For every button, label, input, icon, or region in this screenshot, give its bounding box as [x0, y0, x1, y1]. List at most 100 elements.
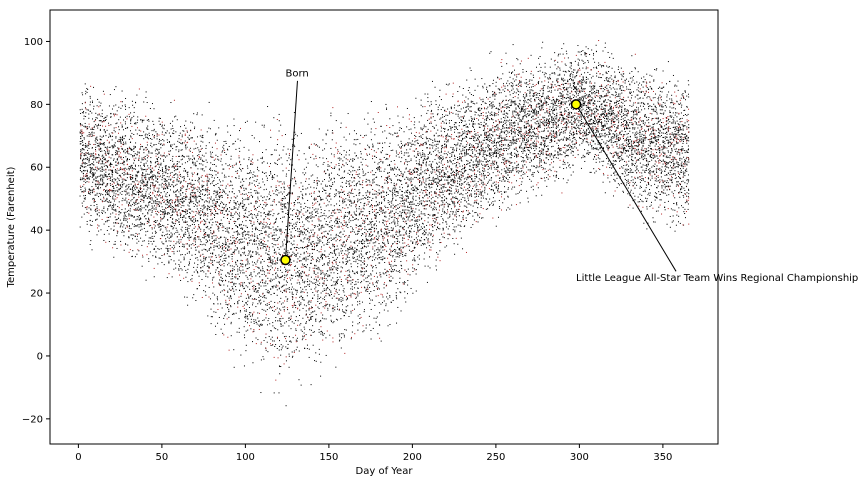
data-point — [268, 193, 270, 195]
data-point — [273, 222, 275, 224]
data-point — [82, 94, 84, 96]
data-point — [271, 177, 273, 179]
data-point — [90, 209, 92, 211]
data-point — [141, 223, 143, 225]
data-point — [285, 243, 287, 245]
data-point — [285, 291, 287, 293]
data-point — [289, 340, 291, 342]
data-point — [110, 162, 112, 164]
data-point — [124, 106, 126, 108]
data-point — [230, 200, 232, 202]
data-point — [238, 203, 240, 205]
data-point — [177, 231, 179, 233]
data-point — [147, 125, 149, 127]
data-point — [188, 155, 190, 157]
data-point — [217, 303, 219, 305]
data-point — [138, 218, 140, 220]
data-point — [140, 143, 142, 145]
data-point — [111, 108, 113, 110]
data-point — [89, 133, 91, 135]
data-point — [262, 356, 264, 358]
data-point — [245, 225, 247, 227]
data-point — [245, 309, 247, 311]
data-point — [272, 274, 274, 276]
data-point — [168, 195, 170, 197]
data-point — [194, 194, 196, 196]
data-point — [278, 365, 280, 367]
data-point — [178, 241, 180, 243]
data-point — [201, 296, 203, 298]
data-point — [188, 234, 190, 236]
data-point — [257, 317, 259, 319]
data-point — [269, 323, 271, 325]
data-point — [268, 214, 270, 216]
data-point — [172, 222, 174, 224]
data-point — [203, 243, 205, 245]
data-point — [105, 190, 107, 191]
data-point — [220, 328, 222, 330]
data-point — [281, 198, 283, 200]
data-point — [197, 186, 199, 188]
data-point — [90, 215, 92, 217]
data-point — [249, 170, 251, 172]
data-point — [145, 195, 147, 197]
data-point — [151, 211, 153, 213]
data-point — [109, 204, 111, 206]
data-point — [235, 231, 237, 233]
data-point — [93, 169, 95, 171]
data-point — [165, 181, 167, 183]
data-point — [241, 263, 243, 265]
data-point — [109, 146, 111, 148]
data-point — [299, 324, 301, 326]
data-point — [194, 195, 196, 197]
data-point — [144, 134, 146, 136]
data-point — [200, 221, 202, 223]
data-point — [250, 163, 252, 165]
data-point — [201, 180, 203, 182]
data-point — [289, 216, 290, 218]
data-point — [223, 284, 225, 286]
data-point — [185, 170, 187, 172]
data-point — [167, 173, 169, 175]
data-point — [163, 134, 165, 136]
data-point — [200, 241, 202, 243]
data-point — [263, 237, 265, 239]
data-point — [192, 192, 194, 194]
data-point — [228, 191, 230, 193]
data-point — [291, 254, 293, 256]
data-point — [244, 234, 246, 236]
data-point — [125, 143, 127, 145]
data-point — [250, 272, 252, 274]
data-point — [95, 211, 97, 213]
data-point — [284, 188, 286, 190]
data-point — [295, 293, 297, 295]
data-point — [96, 183, 98, 185]
data-point — [88, 153, 90, 155]
data-point — [145, 168, 147, 170]
data-point — [136, 242, 138, 244]
data-point — [204, 212, 206, 214]
data-point — [281, 292, 283, 294]
data-point — [122, 135, 124, 137]
data-point — [158, 148, 160, 150]
data-point — [242, 208, 244, 210]
data-point — [80, 143, 82, 145]
data-point — [273, 223, 275, 225]
data-point — [107, 208, 109, 210]
data-point — [147, 180, 149, 182]
data-point — [116, 172, 118, 174]
data-point — [146, 189, 148, 191]
data-point — [227, 165, 229, 167]
data-point — [120, 101, 122, 103]
data-point — [255, 343, 257, 345]
data-point — [260, 195, 262, 197]
data-point — [160, 226, 162, 228]
data-point — [178, 218, 180, 220]
data-point — [120, 156, 122, 158]
data-point — [151, 207, 153, 209]
data-point — [102, 90, 104, 92]
data-point — [248, 297, 250, 299]
data-point — [135, 174, 137, 176]
data-point — [126, 164, 128, 166]
data-point — [113, 209, 115, 211]
